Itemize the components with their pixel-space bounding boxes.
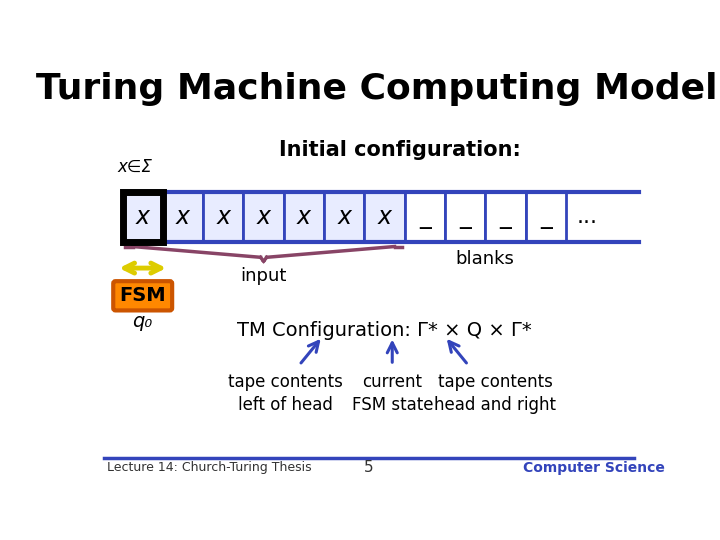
Bar: [284, 192, 324, 242]
Text: FSM: FSM: [120, 286, 166, 305]
Text: TM Configuration: Γ* × Q × Γ*: TM Configuration: Γ* × Q × Γ*: [237, 321, 532, 340]
Text: _: _: [419, 205, 431, 229]
Text: _: _: [500, 205, 511, 229]
Bar: [203, 192, 243, 242]
Text: x∈Σ: x∈Σ: [117, 158, 153, 176]
Text: current
FSM state: current FSM state: [351, 373, 433, 414]
Text: x: x: [216, 205, 230, 229]
Text: tape contents
left of head: tape contents left of head: [228, 373, 343, 414]
Text: q₀: q₀: [132, 313, 153, 332]
Bar: [405, 192, 445, 242]
Text: blanks: blanks: [456, 250, 515, 268]
Text: Turing Machine Computing Model: Turing Machine Computing Model: [36, 72, 718, 106]
Bar: [163, 192, 203, 242]
Text: x: x: [337, 205, 351, 229]
Bar: [122, 192, 163, 242]
Bar: [445, 192, 485, 242]
Text: ...: ...: [577, 207, 598, 227]
Bar: [122, 192, 163, 242]
Text: x: x: [135, 205, 150, 229]
Text: Initial configuration:: Initial configuration:: [279, 139, 521, 159]
Text: x: x: [377, 205, 392, 229]
Text: x: x: [176, 205, 190, 229]
Bar: [364, 192, 405, 242]
Bar: [324, 192, 364, 242]
Bar: [485, 192, 526, 242]
Text: _: _: [540, 205, 552, 229]
Text: tape contents
head and right: tape contents head and right: [434, 373, 557, 414]
FancyBboxPatch shape: [113, 281, 172, 310]
Bar: [243, 192, 284, 242]
Text: Lecture 14: Church-Turing Thesis: Lecture 14: Church-Turing Thesis: [107, 461, 312, 474]
Text: 5: 5: [364, 460, 374, 475]
Text: Computer Science: Computer Science: [523, 461, 665, 475]
Text: input: input: [240, 267, 287, 285]
Text: x: x: [297, 205, 311, 229]
Text: x: x: [256, 205, 271, 229]
Bar: [526, 192, 566, 242]
Text: _: _: [459, 205, 471, 229]
